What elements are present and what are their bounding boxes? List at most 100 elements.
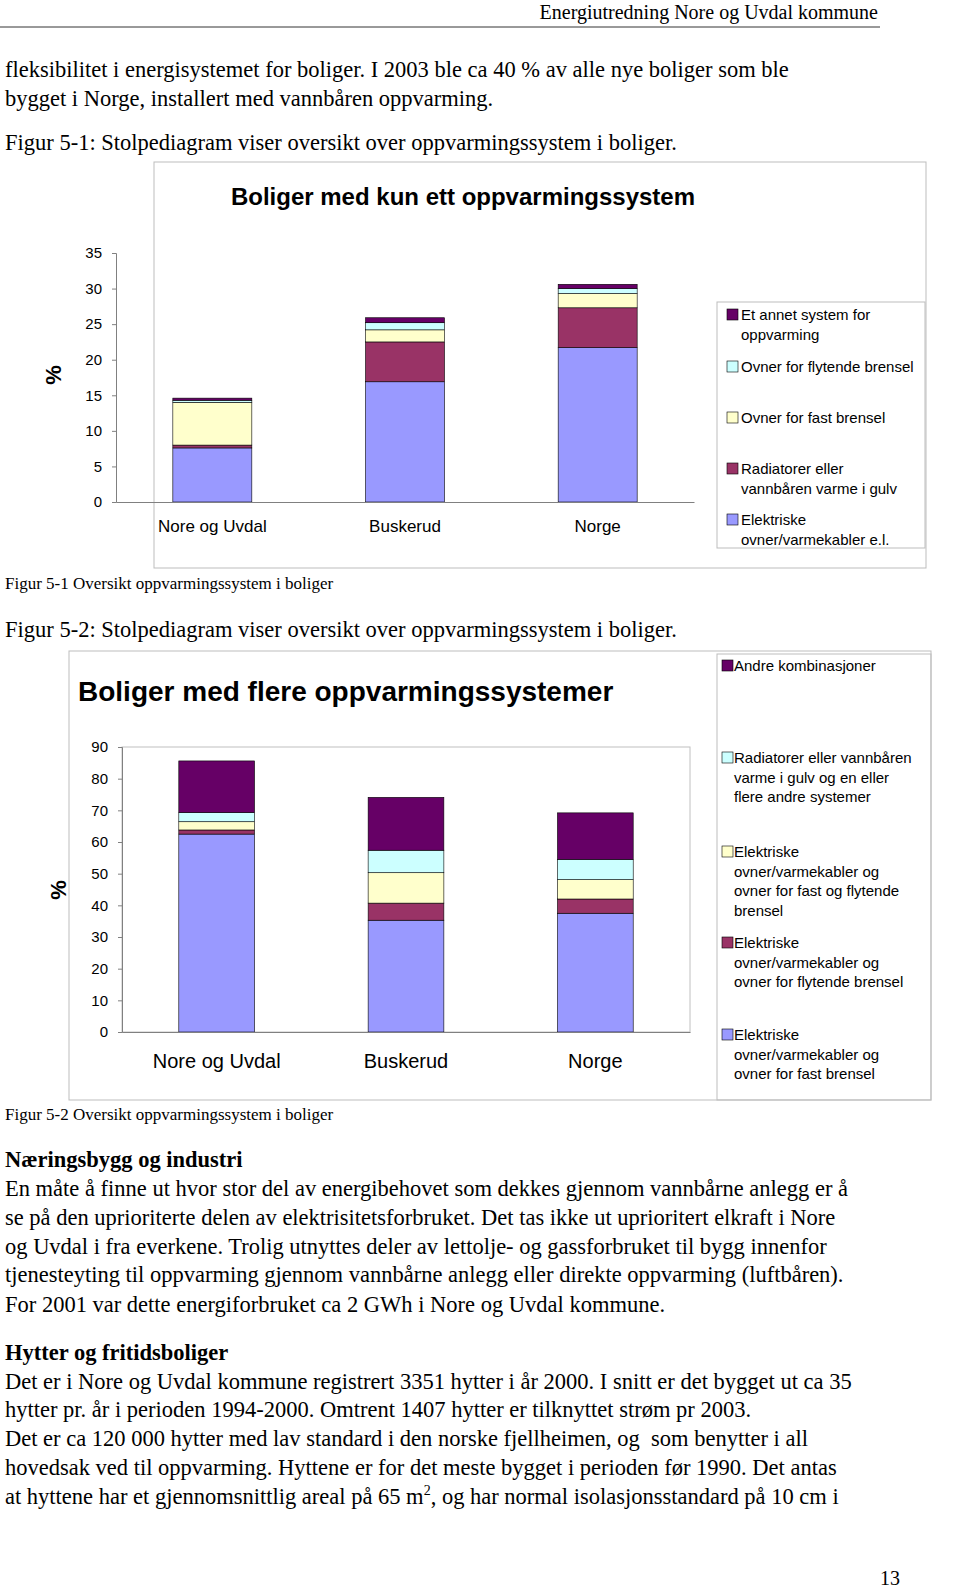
- page: Energiutredning Nore og Uvdal kommunefle…: [0, 0, 960, 1589]
- y-tick-mark: [118, 810, 122, 811]
- bar-series: [173, 294, 637, 446]
- y-tick-label: 0: [100, 1023, 108, 1040]
- bar-series: [173, 308, 637, 448]
- y-tick-mark: [118, 779, 122, 780]
- y-tick: 50: [91, 865, 122, 882]
- legend-swatch: [727, 463, 738, 474]
- text-line: og Uvdal i fra everkene. Trolig utnyttes…: [5, 1234, 827, 1259]
- legend-label: Radiatorer eller vannbårenvarme i gulv o…: [734, 749, 912, 805]
- text-line: hovedsak ved til oppvarming. Hyttene er …: [5, 1455, 837, 1480]
- bar: [368, 797, 444, 850]
- legend-swatch: [727, 309, 738, 320]
- bar: [558, 348, 637, 502]
- bars: [173, 284, 637, 502]
- y-tick-mark: [112, 431, 116, 432]
- y-tick: 40: [91, 897, 122, 914]
- y-tick-label: 50: [91, 865, 108, 882]
- legend: Andre kombinasjonerRadiatorer eller vann…: [717, 654, 931, 1100]
- bar: [366, 318, 445, 323]
- text-span: , og har normal isolasjonsstandard på 10…: [431, 1484, 839, 1509]
- bar: [558, 308, 637, 348]
- x-tick-label: Buskerud: [364, 1050, 449, 1072]
- bar: [173, 398, 252, 400]
- y-tick-mark: [112, 360, 116, 361]
- figure-caption: Figur 5-2 Oversikt oppvarmingssystem i b…: [5, 1105, 334, 1124]
- legend-swatch: [722, 846, 733, 857]
- y-tick-mark: [118, 842, 122, 843]
- chart: Boliger med kun ett oppvarmingssystem%05…: [41, 162, 926, 568]
- x-tick-label: Nore og Uvdal: [158, 517, 267, 536]
- y-tick-label: 40: [91, 897, 108, 914]
- bar: [179, 834, 255, 1032]
- y-tick-label: 60: [91, 833, 108, 850]
- y-tick: 0: [94, 493, 116, 510]
- bar-series: [179, 834, 633, 1032]
- legend-label: Elektriskeovner/varmekabler ogovner for …: [734, 1026, 879, 1082]
- bar: [173, 445, 252, 448]
- x-axis: Nore og UvdalBuskerudNorge: [117, 502, 695, 536]
- y-tick-mark: [112, 324, 116, 325]
- y-tick-label: 30: [91, 928, 108, 945]
- y-tick: 90: [91, 738, 122, 755]
- legend-label: Elektriskeovner/varmekabler e.l.: [741, 511, 889, 548]
- y-tick-mark: [112, 253, 116, 254]
- bar: [173, 400, 252, 402]
- chart-title: Boliger med flere oppvarmingssystemer: [78, 676, 613, 707]
- y-tick: 30: [85, 280, 116, 297]
- bar-series: [173, 289, 637, 403]
- x-axis-line: [123, 1032, 691, 1033]
- figure-caption: Figur 5-2: Stolpediagram viser oversikt …: [5, 617, 677, 642]
- bar: [368, 850, 444, 872]
- text-span: at hyttene har et gjennomsnittlig areal …: [5, 1484, 424, 1509]
- bar: [368, 873, 444, 903]
- y-tick-label: 35: [85, 244, 102, 261]
- legend-label: Ovner for flytende brensel: [741, 358, 914, 375]
- x-tick: Nore og Uvdal: [153, 1032, 281, 1072]
- bar: [179, 761, 255, 813]
- legend-swatch: [727, 514, 738, 525]
- x-axis-line: [117, 502, 695, 503]
- text-line: tjenesteyting til oppvarming gjennom van…: [5, 1262, 844, 1287]
- x-tick: Norge: [568, 1032, 622, 1072]
- bar: [366, 342, 445, 382]
- y-tick: 30: [91, 928, 122, 945]
- y-tick-label: 90: [91, 738, 108, 755]
- bar: [366, 330, 445, 342]
- text-line: Det er i Nore og Uvdal kommune registrer…: [5, 1369, 852, 1394]
- legend-label: Elektriskeovner/varmekabler ogovner for …: [734, 934, 903, 990]
- text-line: Det er ca 120 000 hytter med lav standar…: [5, 1426, 808, 1451]
- legend-swatch: [722, 752, 733, 763]
- y-axis: 05101520253035: [85, 244, 116, 510]
- legend: Et annet system foroppvarmingOvner for f…: [717, 302, 925, 548]
- y-tick-mark: [118, 1032, 122, 1033]
- x-axis: Nore og Uvdal Buskerud Norge: [123, 1032, 691, 1072]
- text-line: se på den uprioriterte delen av elektris…: [5, 1205, 835, 1230]
- bar: [557, 899, 633, 913]
- chart-border: [154, 162, 926, 568]
- x-tick-label: Nore og Uvdal: [153, 1050, 281, 1072]
- x-tick: Buskerud: [364, 1032, 449, 1072]
- y-tick: 10: [85, 422, 116, 439]
- legend-label: Ovner for fast brensel: [741, 409, 885, 426]
- y-axis-title: %: [41, 365, 66, 385]
- bar: [366, 323, 445, 330]
- y-tick-label: 10: [85, 422, 102, 439]
- bar: [557, 913, 633, 1032]
- y-tick: 0: [100, 1023, 122, 1040]
- legend-label: Elektriskeovner/varmekabler ogovner for …: [734, 843, 899, 919]
- y-tick: 70: [91, 802, 122, 819]
- y-tick-label: 20: [91, 960, 108, 977]
- y-tick-mark: [112, 289, 116, 290]
- y-tick-mark: [118, 905, 122, 906]
- x-tick: Norge: [575, 502, 621, 536]
- y-tick: 60: [91, 833, 122, 850]
- y-tick-mark: [112, 395, 116, 396]
- superscript: 2: [424, 1483, 431, 1498]
- chart: Boliger med flere oppvarmingssystemer%01…: [46, 651, 931, 1100]
- y-tick-label: 70: [91, 802, 108, 819]
- text-line: En måte å finne ut hvor stor del av ener…: [5, 1176, 848, 1201]
- y-tick-mark: [118, 1000, 122, 1001]
- section-heading: Hytter og fritidsboliger: [5, 1340, 228, 1365]
- y-tick: 20: [91, 960, 122, 977]
- y-tick-label: 30: [85, 280, 102, 297]
